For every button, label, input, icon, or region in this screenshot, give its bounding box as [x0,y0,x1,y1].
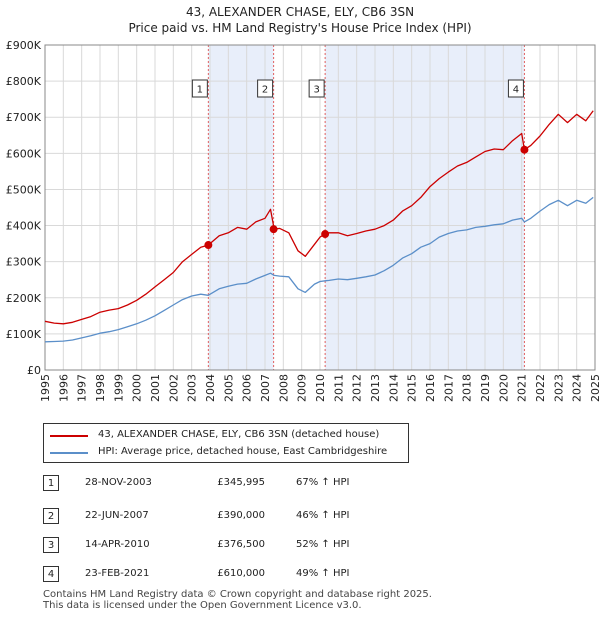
sale-point [520,145,529,154]
plot-area-border [44,44,596,371]
chart-legend: 43, ALEXANDER CHASE, ELY, CB6 3SN (detac… [43,423,409,463]
x-tick-label: 2003 [186,374,199,402]
x-tick-label: 2022 [534,374,547,402]
x-tick-label: 2010 [314,374,327,402]
x-tick-label: 2023 [552,374,565,402]
legend-swatch-property [50,435,88,437]
x-tick-label: 2011 [332,374,345,402]
x-tick-label: 1996 [57,374,70,402]
x-tick-label: 2019 [479,374,492,402]
transaction-number: 1 [43,475,59,491]
x-tick-label: 2018 [461,374,474,402]
sale-number-label: 4 [513,85,519,96]
x-tick-label: 2008 [277,374,290,402]
sale-number-box [257,79,274,98]
transaction-price: £376,500 [217,539,265,550]
sale-number-box [191,79,208,98]
hpi-line [44,196,594,343]
sale-number-label: 3 [313,85,319,96]
transaction-hpi-change: 52% ↑ HPI [296,539,350,550]
x-tick-label: 2004 [204,374,217,402]
transaction-date: 28-NOV-2003 [85,477,152,488]
transaction-price: £390,000 [217,510,265,521]
y-tick-label: £400K [6,220,42,233]
x-tick-label: 1998 [94,374,107,402]
property-price-line [44,110,594,325]
x-tick-label: 2009 [296,374,309,402]
sale-point [269,225,278,234]
transaction-date: 14-APR-2010 [85,539,150,550]
sale-number-label: 2 [262,85,268,96]
y-tick-label: £300K [6,256,42,269]
x-tick-label: 2025 [589,374,600,402]
x-tick-label: 2016 [424,374,437,402]
transaction-number: 3 [43,537,59,553]
footer-line-licence: This data is licensed under the Open Gov… [43,600,362,611]
transaction-hpi-change: 46% ↑ HPI [296,510,350,521]
y-tick-label: £800K [6,75,42,88]
y-tick-label: £500K [6,183,42,196]
transaction-number: 4 [43,566,59,582]
legend-swatch-hpi [50,452,88,454]
sale-number-box [507,79,524,98]
x-tick-label: 2005 [222,374,235,402]
x-tick-label: 2000 [131,374,144,402]
x-tick-label: 2001 [149,374,162,402]
x-tick-label: 2012 [351,374,364,402]
y-tick-label: £200K [6,292,42,305]
x-tick-label: 1997 [76,374,89,402]
sale-number-label: 1 [197,85,203,96]
footer-line-copyright: Contains HM Land Registry data © Crown c… [43,589,432,600]
x-tick-label: 2015 [406,374,419,402]
transaction-date: 22-JUN-2007 [85,510,149,521]
chart-title: 43, ALEXANDER CHASE, ELY, CB6 3SN [185,5,415,19]
y-tick-label: £0 [27,364,41,377]
legend-label-property: 43, ALEXANDER CHASE, ELY, CB6 3SN (detac… [98,429,380,440]
sale-point [204,241,213,250]
sale-point [321,230,330,239]
transaction-hpi-change: 67% ↑ HPI [296,477,350,488]
transaction-price: £345,995 [217,477,265,488]
transaction-price: £610,000 [217,568,265,579]
x-tick-label: 2002 [167,374,180,402]
transaction-hpi-change: 49% ↑ HPI [296,568,350,579]
y-tick-label: £600K [6,147,42,160]
price-chart: £0 £100K £200K £300K £400K £500K £600K £700K £80… [6,39,600,402]
sale-number-box [308,79,325,98]
x-tick-label: 2020 [497,374,510,402]
x-tick-label: 1995 [39,374,52,402]
ownership-period-shade [208,45,274,370]
x-tick-label: 2021 [516,374,529,402]
x-tick-label: 2006 [241,374,254,402]
x-tick-label: 2024 [571,374,584,402]
footer-attribution: Contains HM Land Registry data © Crown c… [43,589,432,611]
legend-label-hpi: HPI: Average price, detached house, East… [98,446,388,457]
transaction-date: 23-FEB-2021 [85,568,150,579]
y-tick-label: £900K [6,39,42,52]
x-tick-label: 2007 [259,374,272,402]
x-tick-label: 2013 [369,374,382,402]
x-tick-label: 2017 [442,374,455,402]
chart-subtitle: Price paid vs. HM Land Registry's House … [128,21,472,35]
x-tick-label: 1999 [112,374,125,402]
y-tick-label: £100K [6,328,42,341]
transaction-number: 2 [43,508,59,524]
ownership-period-shade [325,45,525,370]
x-tick-label: 2014 [387,374,400,402]
y-tick-label: £700K [6,111,42,124]
